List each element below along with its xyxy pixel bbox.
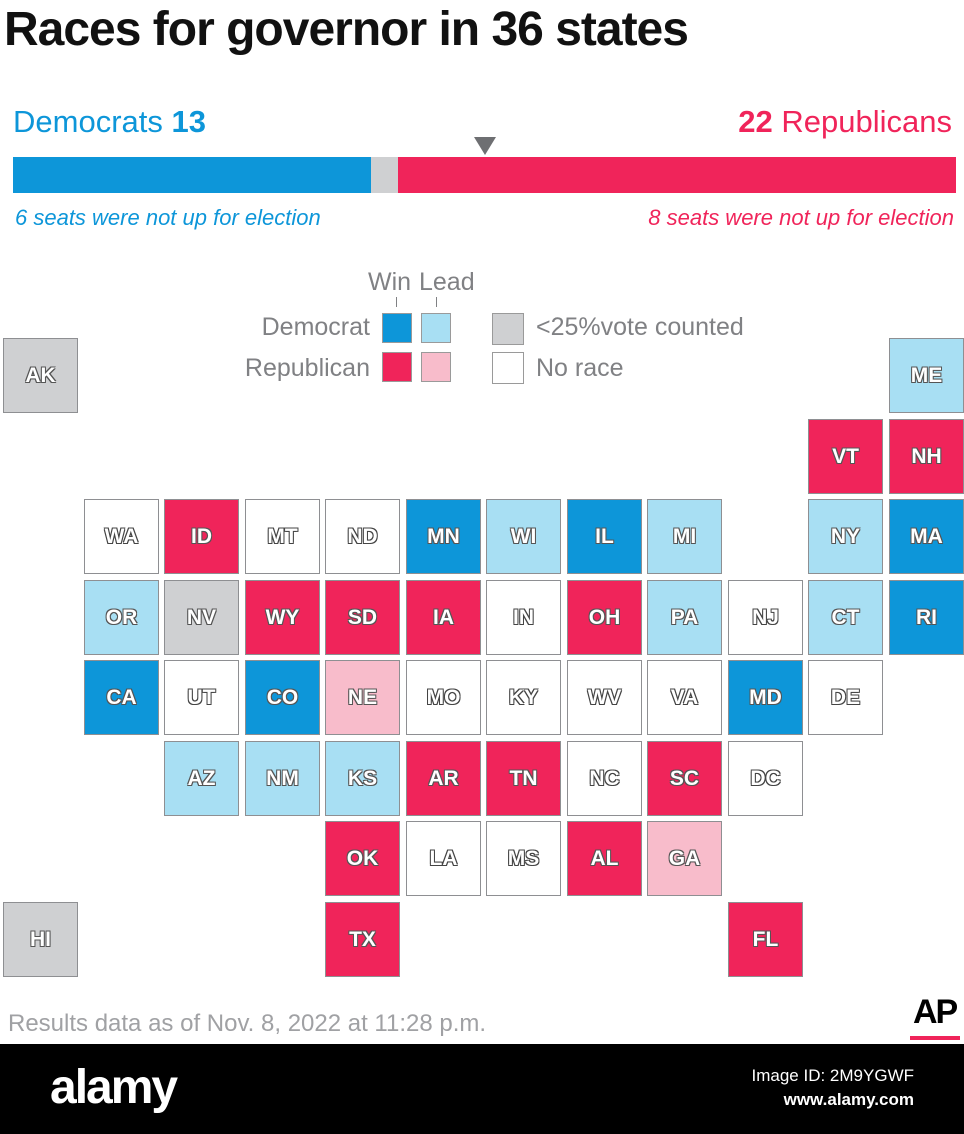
state-tile-nv: NV (164, 580, 239, 655)
stock-image-id: Image ID: 2M9YGWF (751, 1066, 914, 1085)
state-tile-id: ID (164, 499, 239, 574)
state-tile-mn: MN (406, 499, 481, 574)
state-tile-ny: NY (808, 499, 883, 574)
state-tile-ma: MA (889, 499, 964, 574)
legend-democrat-label: Democrat (261, 313, 370, 341)
state-tile-tx: TX (325, 902, 400, 977)
legend-rep-win-swatch (382, 352, 412, 382)
state-tile-nh: NH (889, 419, 964, 494)
legend-no-race-label: No race (536, 354, 624, 382)
state-tile-ak: AK (3, 338, 78, 413)
state-tile-la: LA (406, 821, 481, 896)
legend-dem-lead-swatch (421, 313, 451, 343)
state-tile-ar: AR (406, 741, 481, 816)
republicans-count: 22 (738, 104, 773, 139)
state-tile-dc: DC (728, 741, 803, 816)
state-tile-ne: NE (325, 660, 400, 735)
state-tile-ms: MS (486, 821, 561, 896)
democrat-seats-segment (13, 157, 372, 193)
state-tile-ia: IA (406, 580, 481, 655)
legend-no-race-swatch (492, 352, 524, 384)
state-tile-md: MD (728, 660, 803, 735)
state-tile-vt: VT (808, 419, 883, 494)
state-tile-nd: ND (325, 499, 400, 574)
state-tile-ks: KS (325, 741, 400, 816)
majority-marker-icon (474, 137, 496, 155)
state-tile-ct: CT (808, 580, 883, 655)
seat-balance-bar (13, 157, 956, 193)
state-tile-ga: GA (647, 821, 722, 896)
republican-seats-segment (397, 157, 956, 193)
state-tile-ky: KY (486, 660, 561, 735)
state-tile-al: AL (567, 821, 642, 896)
state-tile-wv: WV (567, 660, 642, 735)
democrats-count: 13 (171, 104, 206, 139)
state-tile-fl: FL (728, 902, 803, 977)
state-tile-or: OR (84, 580, 159, 655)
state-tile-ok: OK (325, 821, 400, 896)
state-tile-mi: MI (647, 499, 722, 574)
democrat-not-up-note: 6 seats were not up for election (15, 205, 321, 230)
state-tile-co: CO (245, 660, 320, 735)
state-tile-nc: NC (567, 741, 642, 816)
state-tile-ca: CA (84, 660, 159, 735)
democrats-total: Democrats 13 (13, 104, 206, 140)
state-tile-wa: WA (84, 499, 159, 574)
state-tile-sd: SD (325, 580, 400, 655)
state-tile-mo: MO (406, 660, 481, 735)
stock-url: www.alamy.com (783, 1090, 914, 1109)
democrats-label: Democrats (13, 104, 163, 139)
results-date-note: Results data as of Nov. 8, 2022 at 11:28… (8, 1010, 487, 1037)
legend-lead-label: Lead (419, 268, 475, 296)
legend-win-label: Win (368, 268, 412, 296)
state-tile-nm: NM (245, 741, 320, 816)
legend-under25-label: <25%vote counted (536, 313, 744, 341)
state-tile-wy: WY (245, 580, 320, 655)
legend-republican-label: Republican (244, 354, 370, 382)
legend-under25-swatch (492, 313, 524, 345)
legend-lead-tick (436, 297, 437, 307)
legend-rep-lead-swatch (421, 352, 451, 382)
page-title: Races for governor in 36 states (4, 3, 689, 56)
legend-win-tick (396, 297, 397, 307)
republicans-total: 22 Republicans (738, 104, 952, 140)
legend-dem-win-swatch (382, 313, 412, 343)
state-tile-nj: NJ (728, 580, 803, 655)
state-tile-ri: RI (889, 580, 964, 655)
state-tile-wi: WI (486, 499, 561, 574)
state-tile-az: AZ (164, 741, 239, 816)
state-tile-ut: UT (164, 660, 239, 735)
ap-logo-underline (910, 1036, 960, 1040)
stock-watermark-strip (0, 1044, 964, 1134)
state-tile-oh: OH (567, 580, 642, 655)
stock-brand-logo: alamy (50, 1061, 178, 1114)
state-tile-me: ME (889, 338, 964, 413)
state-tile-va: VA (647, 660, 722, 735)
state-tile-hi: HI (3, 902, 78, 977)
republican-not-up-note: 8 seats were not up for election (648, 205, 954, 230)
republicans-label: Republicans (781, 104, 952, 139)
state-tile-mt: MT (245, 499, 320, 574)
state-tile-tn: TN (486, 741, 561, 816)
state-tile-pa: PA (647, 580, 722, 655)
state-tile-de: DE (808, 660, 883, 735)
state-tile-il: IL (567, 499, 642, 574)
ap-logo: AP (913, 993, 958, 1031)
state-tile-in: IN (486, 580, 561, 655)
state-tile-sc: SC (647, 741, 722, 816)
